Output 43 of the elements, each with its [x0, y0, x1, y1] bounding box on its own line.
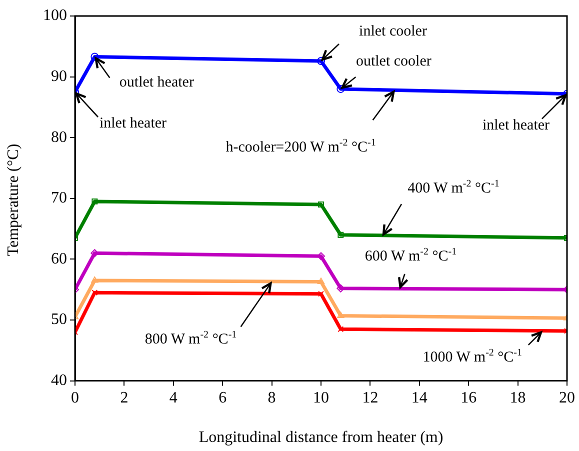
- y-tick-label: 90: [51, 68, 67, 86]
- point: [92, 290, 98, 296]
- annotation: inlet heater: [482, 117, 550, 134]
- x-tick-label: 16: [460, 390, 477, 407]
- y-tick-label: 60: [51, 250, 67, 268]
- y-tick-label: 50: [51, 311, 67, 328]
- annotation: 1000 W m$^{-2}$ °C$^{-1}$: [422, 347, 522, 366]
- point: [317, 252, 325, 260]
- point: [337, 312, 344, 318]
- x-tick-label: 4: [169, 390, 178, 407]
- annotation: outlet heater: [119, 74, 194, 90]
- annotation: outlet cooler: [356, 53, 432, 70]
- point: [338, 326, 344, 332]
- point: [317, 278, 325, 284]
- x-tick-label: 14: [411, 390, 428, 407]
- point: [336, 84, 345, 93]
- point: [90, 52, 99, 61]
- annotation: 800 W m$^{-2}$ °C$^{-1}$: [144, 329, 237, 348]
- y-axis-title: Temperature (°C): [5, 144, 23, 256]
- x-tick-label: 12: [362, 390, 378, 407]
- x-axis-title: Longitudinal distance from heater (m): [198, 429, 444, 447]
- point: [338, 232, 344, 238]
- annotation: inlet heater: [99, 116, 167, 132]
- point: [91, 276, 98, 283]
- annotation: h-cooler=200 W m$^{-2}$ °C$^{-1}$: [226, 138, 376, 156]
- y-tick-label: 40: [51, 372, 67, 390]
- y-tick-label: 80: [51, 128, 67, 146]
- point: [318, 202, 324, 208]
- x-tick-label: 6: [218, 390, 227, 407]
- x-tick-label: 0: [71, 390, 79, 407]
- x-tick-label: 18: [510, 390, 526, 407]
- annotation: inlet cooler: [359, 23, 427, 40]
- x-tick-label: 10: [313, 390, 329, 407]
- annotation: 400 W m$^{-2}$ °C$^{-1}$: [408, 178, 500, 197]
- point: [92, 198, 98, 204]
- x-tick-label: 20: [559, 390, 575, 407]
- point: [317, 56, 325, 65]
- y-tick-label: 100: [43, 7, 67, 24]
- point: [318, 290, 324, 297]
- x-tick-label: 8: [268, 390, 276, 407]
- x-tick-label: 2: [120, 390, 128, 407]
- annotation: 600 W m$^{-2}$ °C$^{-1}$: [364, 246, 457, 264]
- y-tick-label: 70: [51, 190, 67, 207]
